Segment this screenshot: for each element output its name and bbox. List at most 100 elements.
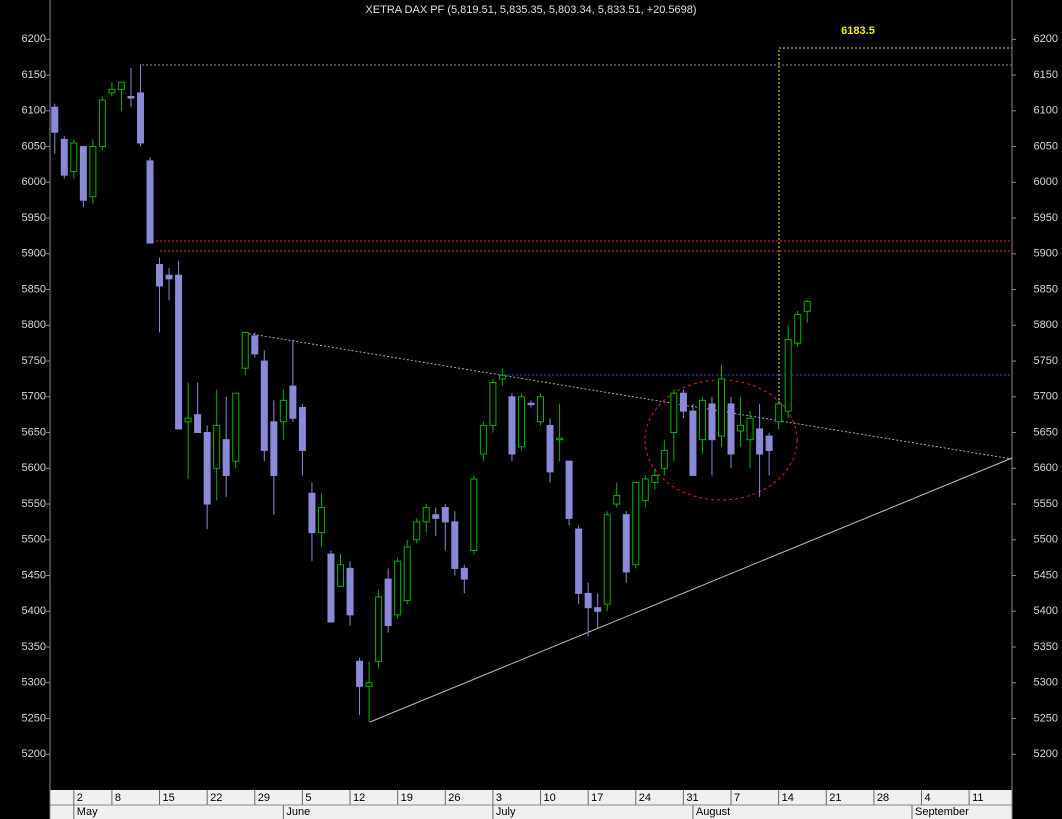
candle-body	[603, 514, 611, 605]
month-label: July	[496, 806, 516, 818]
candle-body	[156, 264, 164, 287]
y-tick-label: 5650	[1034, 426, 1058, 438]
candle-body	[203, 432, 211, 505]
x-tick-label: 11	[972, 792, 983, 804]
candle-body	[537, 396, 545, 423]
candle-body	[689, 410, 697, 476]
candle-body	[260, 360, 268, 451]
candle-body	[765, 435, 773, 451]
candle-body	[222, 439, 230, 476]
y-tick-label: 5900	[1034, 248, 1058, 260]
candle-body	[641, 478, 649, 501]
y-tick-label: 6100	[22, 105, 46, 117]
candle-body	[308, 492, 316, 534]
candle-body	[127, 96, 135, 99]
candle-body	[470, 478, 478, 551]
y-tick-label: 6000	[1034, 176, 1058, 188]
x-tick-label: 24	[639, 792, 651, 804]
candle-body	[194, 414, 202, 434]
candle-body	[232, 392, 240, 462]
y-tick-label: 5950	[22, 212, 46, 224]
candle-body	[670, 392, 678, 434]
candle-body	[651, 474, 659, 484]
candle-body	[317, 507, 325, 534]
candle-body	[289, 385, 297, 419]
candle-body	[432, 514, 440, 519]
candle-body	[708, 403, 716, 441]
y-tick-label: 5900	[22, 248, 46, 260]
y-tick-label: 5600	[1034, 462, 1058, 474]
x-tick-label: 22	[210, 792, 222, 804]
candle-body	[746, 417, 754, 441]
candle-body	[108, 88, 116, 94]
candle-body	[460, 567, 468, 580]
candle-body	[679, 392, 687, 412]
y-tick-label: 5350	[22, 641, 46, 653]
candle-body	[594, 607, 602, 612]
y-tick-label: 6100	[1034, 105, 1058, 117]
candle-body	[508, 396, 516, 455]
y-tick-label: 5750	[1034, 355, 1058, 367]
y-tick-label: 5450	[1034, 569, 1058, 581]
candle-body	[298, 407, 306, 451]
y-tick-label: 6200	[1034, 33, 1058, 45]
x-tick-label: 15	[163, 792, 175, 804]
candle-body	[251, 335, 259, 355]
candle-body	[213, 424, 221, 469]
x-tick-label: 7	[734, 792, 740, 804]
candle-body	[136, 92, 144, 144]
candle-body	[60, 138, 68, 176]
candle-body	[479, 424, 487, 455]
candle-body	[565, 460, 573, 519]
x-tick-label: 14	[782, 792, 794, 804]
y-tick-label: 6200	[22, 33, 46, 45]
x-tick-label: 19	[401, 792, 413, 804]
y-tick-label: 5550	[22, 498, 46, 510]
y-tick-label: 6000	[22, 176, 46, 188]
candle-body	[365, 682, 373, 687]
candle-body	[803, 300, 811, 312]
candle-body	[489, 381, 497, 426]
candle-body	[337, 564, 345, 587]
y-tick-label: 5850	[22, 283, 46, 295]
month-label: May	[77, 806, 98, 818]
highlight-ellipse	[644, 379, 798, 501]
y-tick-label: 5400	[1034, 605, 1058, 617]
x-tick-label: 26	[448, 792, 460, 804]
x-tick-label: 29	[258, 792, 270, 804]
month-label: June	[286, 806, 310, 818]
lower-trendline	[369, 457, 1013, 723]
x-tick-label: 17	[591, 792, 603, 804]
y-tick-label: 5500	[22, 534, 46, 546]
candle-body	[546, 424, 554, 473]
x-tick-label: 2	[77, 792, 83, 804]
x-tick-label: 3	[496, 792, 502, 804]
y-tick-label: 5850	[1034, 283, 1058, 295]
candle-body	[184, 417, 192, 423]
x-tick-label: 8	[115, 792, 121, 804]
x-tick-label: 28	[877, 792, 889, 804]
candle-body	[584, 592, 592, 609]
candle-body	[775, 403, 783, 423]
x-tick-label: 10	[544, 792, 556, 804]
candle-body	[98, 99, 106, 148]
candle-body	[575, 528, 583, 594]
y-tick-label: 5200	[1034, 748, 1058, 760]
candle-body	[70, 142, 78, 173]
candle-body	[165, 274, 173, 280]
candle-body	[613, 494, 621, 505]
x-tick-label: 31	[686, 792, 698, 804]
y-tick-label: 5800	[1034, 319, 1058, 331]
candle-body	[403, 546, 411, 602]
candle-body	[422, 507, 430, 523]
target-label: 6183.5	[841, 25, 875, 37]
y-tick-label: 5600	[22, 462, 46, 474]
candle-body	[356, 660, 364, 687]
y-tick-label: 5300	[1034, 677, 1058, 689]
candle-body	[717, 378, 725, 437]
candle-body	[498, 374, 506, 380]
y-tick-label: 5950	[1034, 212, 1058, 224]
candle-body	[527, 402, 535, 406]
